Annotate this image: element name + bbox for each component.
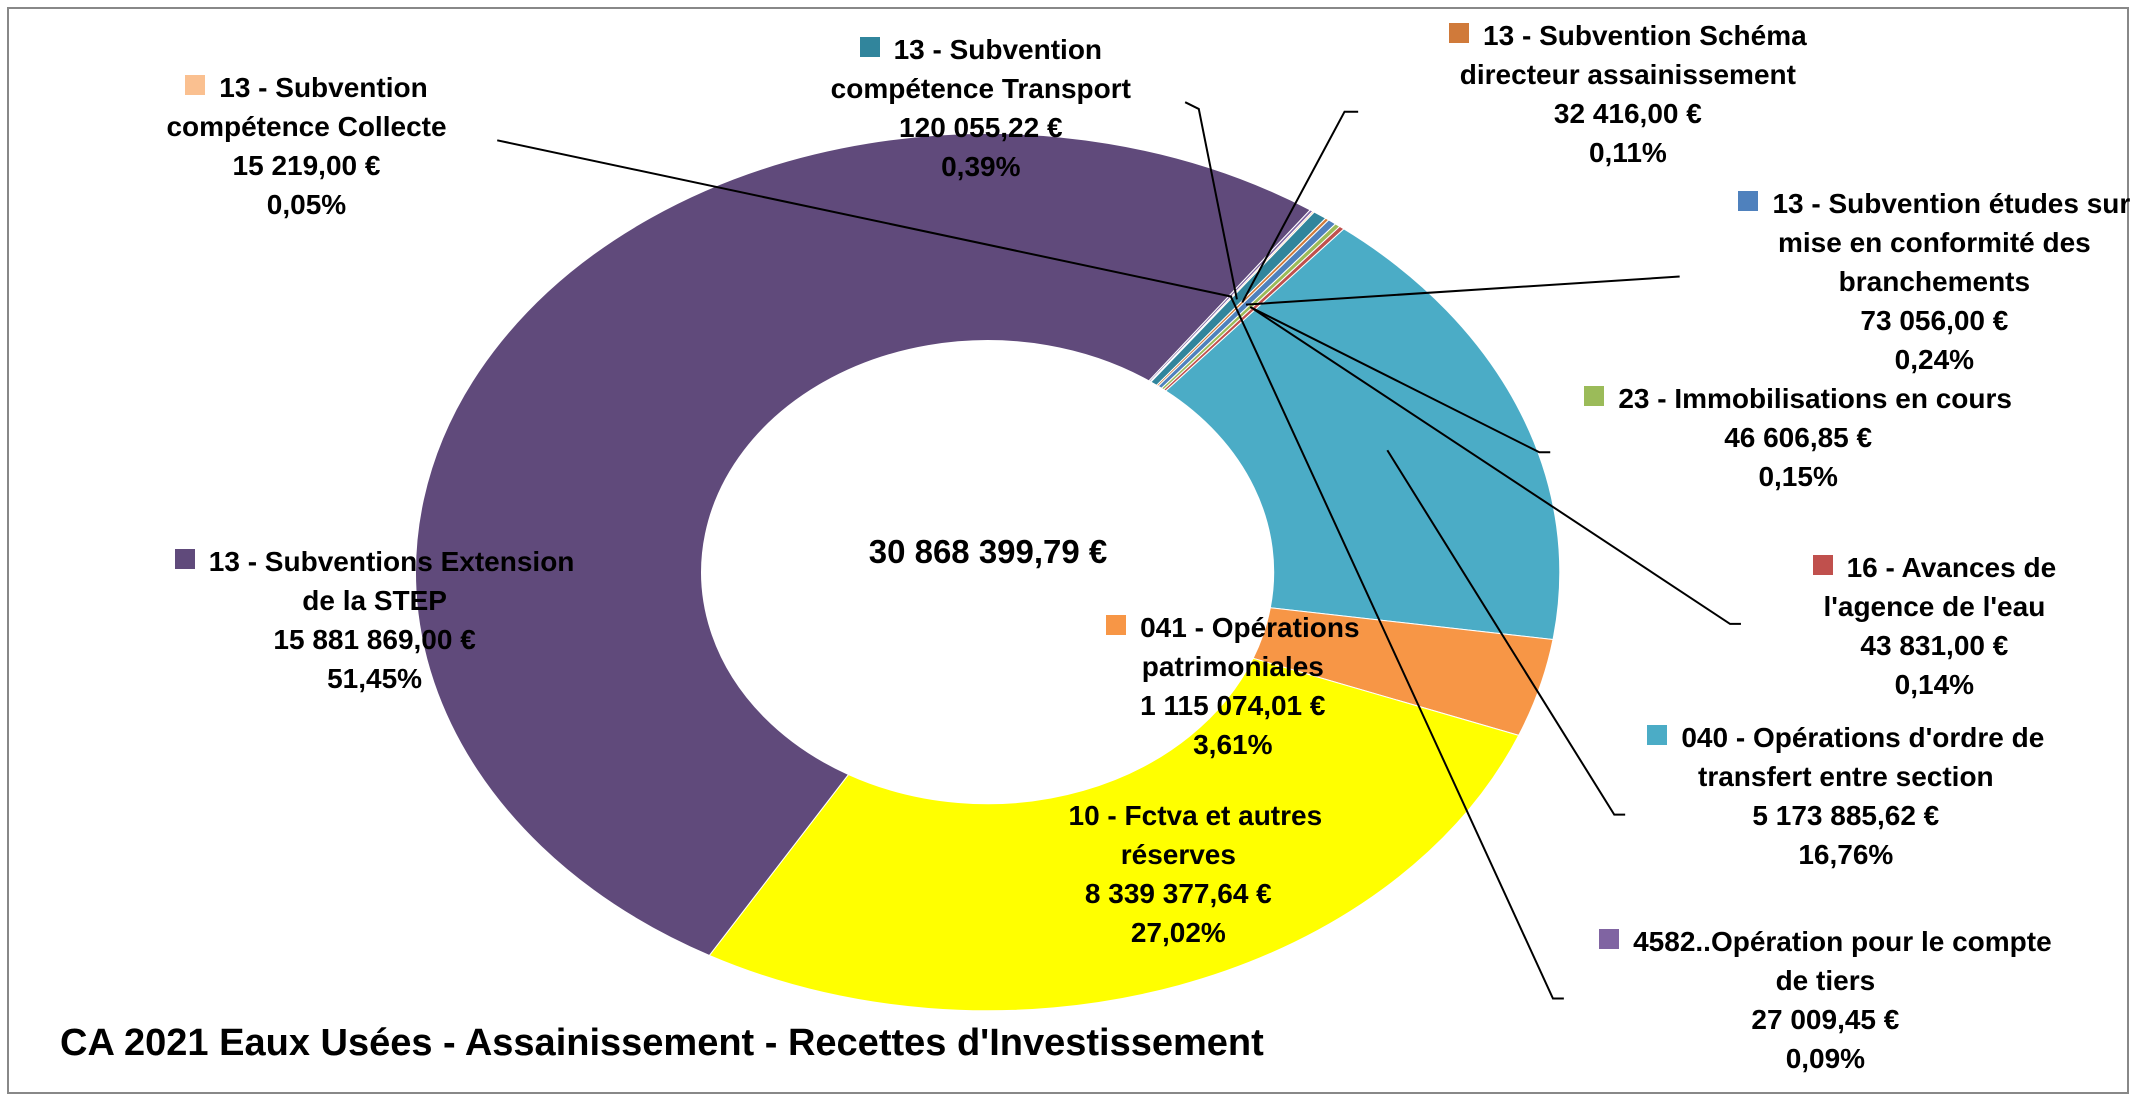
- category-label: 13 - Subvention Schéma directeur assaini…: [1459, 20, 1807, 91]
- leader-line: [1245, 275, 1680, 306]
- category-label: 23 - Immobilisations en cours: [1618, 382, 2012, 414]
- legend-swatch: [1647, 724, 1668, 745]
- percentage-label: 0,15%: [1758, 460, 1838, 492]
- value-label: 73 056,00 €: [1860, 304, 2009, 336]
- slice-label: 16 - Avances de l'agence de l'eau 43 831,…: [1757, 548, 2111, 704]
- value-label: 120 055,22 €: [899, 111, 1063, 143]
- percentage-label: 27,02%: [1130, 916, 1226, 948]
- legend-swatch: [1106, 614, 1127, 635]
- leader-line: [1229, 295, 1564, 1000]
- value-label: 46 606,85 €: [1724, 421, 1873, 453]
- slice-label: 13 - Subvention compétence Transport 120 …: [776, 30, 1185, 186]
- value-label: 27 009,45 €: [1751, 1004, 1900, 1036]
- leader-line: [1252, 308, 1741, 625]
- slice-label: 10 - Fctva et autres réserves 8 339 377,6…: [1001, 796, 1355, 952]
- leader-line: [1249, 306, 1551, 454]
- value-label: 8 339 377,64 €: [1084, 877, 1272, 909]
- category-label: 13 - Subventions Extension de la STEP: [208, 546, 575, 617]
- slice-label: 041 - Opérations patrimoniales 1 115 074,…: [1056, 608, 1410, 764]
- category-label: 10 - Fctva et autres réserves: [1068, 799, 1323, 870]
- donut-slice: [708, 657, 1520, 1012]
- percentage-label: 16,76%: [1798, 838, 1894, 870]
- category-label: 041 - Opérations patrimoniales: [1140, 611, 1360, 682]
- value-label: 5 173 885,62 €: [1752, 799, 1940, 831]
- category-label: 040 - Opérations d'ordre de transfert en…: [1681, 721, 2045, 792]
- percentage-label: 51,45%: [327, 663, 423, 695]
- legend-swatch: [1599, 929, 1620, 950]
- chart-title: CA 2021 Eaux Usées - Assainissement - Re…: [60, 1022, 1264, 1064]
- legend-swatch: [1738, 190, 1759, 211]
- category-label: 13 - Subvention compétence Transport: [830, 33, 1131, 104]
- value-label: 1 115 074,01 €: [1140, 689, 1326, 721]
- leader-line: [497, 139, 1233, 298]
- center-label: 30 868 399,79 €: [868, 533, 1108, 570]
- legend-swatch: [1449, 23, 1470, 44]
- percentage-label: 0,11%: [1588, 137, 1667, 169]
- slice-label: 13 - Subvention compétence Collecte 15 21…: [102, 68, 511, 224]
- percentage-label: 0,24%: [1894, 343, 1975, 375]
- legend-swatch: [859, 36, 880, 57]
- slice-label: 13 - Subvention Schéma directeur assaini…: [1410, 16, 1846, 172]
- value-label: 15 881 869,00 €: [273, 624, 476, 656]
- legend-swatch: [1584, 385, 1605, 406]
- category-label: 4582..Opération pour le compte de tiers: [1633, 926, 2052, 997]
- slice-label: 4582..Opération pour le compte de tiers 2…: [1594, 922, 2057, 1078]
- percentage-label: 0,39%: [941, 150, 1021, 182]
- percentage-label: 3,61%: [1193, 728, 1273, 760]
- legend-swatch: [185, 75, 206, 96]
- percentage-label: 0,14%: [1894, 668, 1975, 700]
- value-label: 32 416,00 €: [1553, 98, 1702, 130]
- leader-line: [1241, 110, 1359, 303]
- category-label: 13 - Subvention compétence Collecte: [166, 72, 447, 143]
- slice-label: 23 - Immobilisations en cours 46 606,85 €…: [1573, 379, 2023, 496]
- slice-label: 13 - Subventions Extension de la STEP 15 …: [170, 542, 579, 698]
- chart-border: [7, 7, 2129, 1094]
- legend-swatch: [1034, 802, 1055, 823]
- slice-label: 040 - Opérations d'ordre de transfert en…: [1642, 718, 2051, 874]
- percentage-label: 0,05%: [266, 189, 347, 221]
- donut-slice: [415, 133, 1312, 957]
- slice-label: 13 - Subvention études sur mise en confo…: [1730, 184, 2136, 379]
- leader-line: [1184, 101, 1238, 300]
- leader-line: [1386, 449, 1626, 816]
- legend-swatch: [174, 549, 195, 570]
- percentage-label: 0,09%: [1785, 1043, 1866, 1075]
- donut-slice: [1164, 228, 1561, 641]
- value-label: 43 831,00 €: [1860, 629, 2009, 661]
- category-label: 13 - Subvention études sur mise en confo…: [1772, 187, 2131, 297]
- legend-swatch: [1812, 554, 1833, 575]
- value-label: 15 219,00 €: [232, 150, 381, 182]
- category-label: 16 - Avances de l'agence de l'eau: [1823, 551, 2057, 622]
